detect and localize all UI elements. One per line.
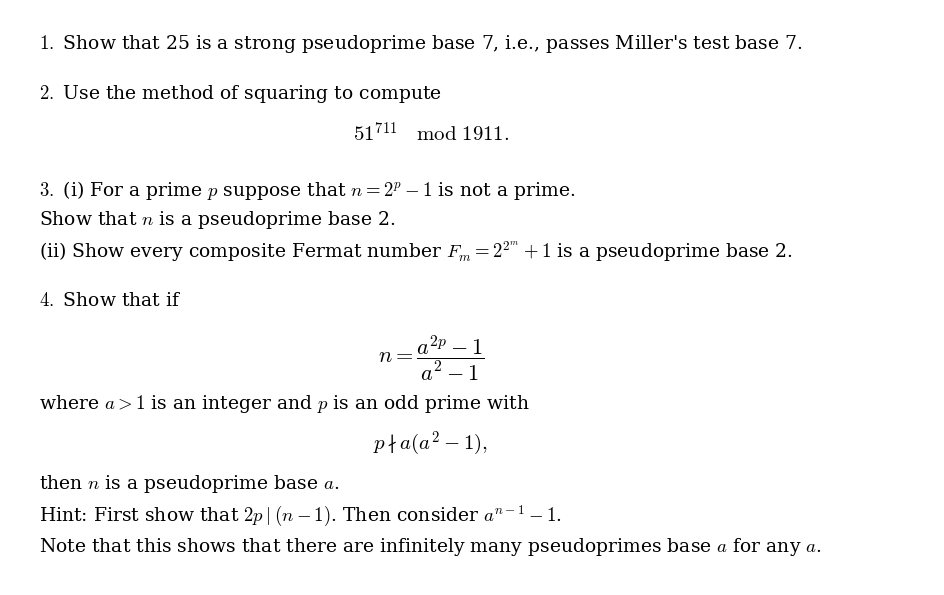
Text: $\mathbf{2.}$ Use the method of squaring to compute: $\mathbf{2.}$ Use the method of squaring… (39, 83, 441, 105)
Text: then $n$ is a pseudoprime base $a$.: then $n$ is a pseudoprime base $a$. (39, 473, 339, 495)
Text: $51^{711}\quad\mathrm{mod}\ 1911.$: $51^{711}\quad\mathrm{mod}\ 1911.$ (352, 122, 509, 146)
Text: $\mathbf{4.}$ Show that if: $\mathbf{4.}$ Show that if (39, 292, 181, 309)
Text: $p \nmid a(a^2 - 1),$: $p \nmid a(a^2 - 1),$ (373, 430, 488, 458)
Text: where $a > 1$ is an integer and $p$ is an odd prime with: where $a > 1$ is an integer and $p$ is a… (39, 393, 529, 415)
Text: Show that $n$ is a pseudoprime base 2.: Show that $n$ is a pseudoprime base 2. (39, 209, 395, 231)
Text: (ii) Show every composite Fermat number $F_m = 2^{2^m} + 1$ is a pseudoprime bas: (ii) Show every composite Fermat number … (39, 239, 792, 264)
Text: $n = \dfrac{a^{2p} - 1}{a^2 - 1}$: $n = \dfrac{a^{2p} - 1}{a^2 - 1}$ (377, 333, 483, 383)
Text: $\mathbf{3.}$ (i) For a prime $p$ suppose that $n = 2^p - 1$ is not a prime.: $\mathbf{3.}$ (i) For a prime $p$ suppos… (39, 178, 575, 202)
Text: $\mathbf{1.}$ Show that 25 is a strong pseudoprime base 7, i.e., passes Miller's: $\mathbf{1.}$ Show that 25 is a strong p… (39, 33, 801, 55)
Text: Hint: First show that $2p \mid (n - 1)$. Then consider $a^{n-1} - 1$.: Hint: First show that $2p \mid (n - 1)$.… (39, 504, 561, 529)
Text: Note that this shows that there are infinitely many pseudoprimes base $a$ for an: Note that this shows that there are infi… (39, 536, 820, 558)
